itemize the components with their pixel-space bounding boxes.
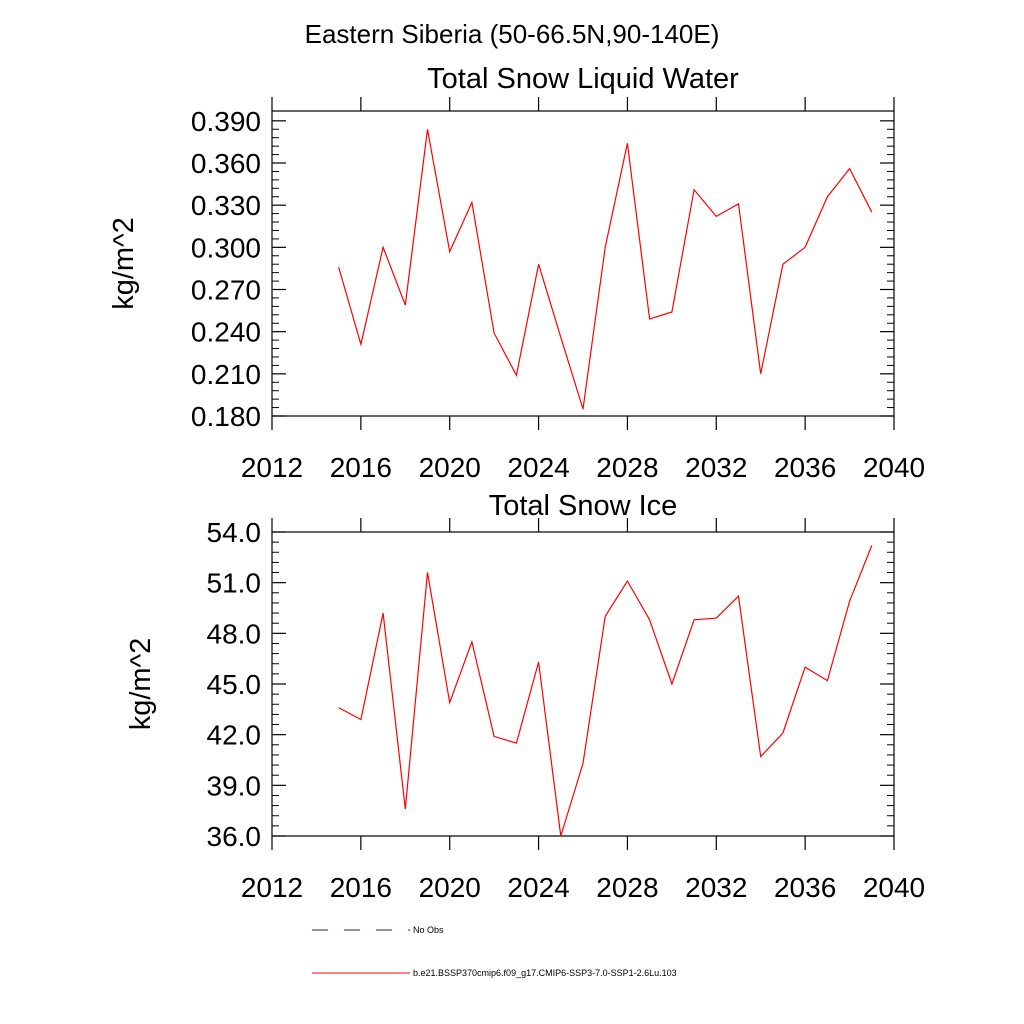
series-line [338,545,873,837]
x-tick-label: 2032 [685,872,747,903]
y-tick-label: 0.390 [191,106,261,137]
legend: No Obs b.e21.BSSP370cmip6.f09_g17.CMIP6-… [312,925,677,978]
y-tick-label: 36.0 [207,821,262,852]
y-tick-label: 45.0 [207,669,262,700]
legend-label-no-obs: No Obs [413,925,444,935]
y-axis-label: kg/m^2 [125,638,157,731]
x-tick-label: 2016 [330,452,392,483]
series-line [338,129,873,410]
x-tick-label: 2024 [507,872,569,903]
y-axis-label: kg/m^2 [108,217,140,310]
x-tick-label: 2024 [507,452,569,483]
x-tick-label: 2012 [241,452,303,483]
chart-title: Total Snow Ice [489,490,678,522]
x-tick-label: 2040 [863,452,925,483]
y-tick-label: 42.0 [207,720,262,751]
y-tick-label: 0.360 [191,148,261,179]
x-tick-label: 2040 [863,872,925,903]
x-tick-label: 2028 [596,872,658,903]
y-tick-label: 54.0 [207,517,262,548]
y-tick-label: 51.0 [207,568,262,599]
y-tick-label: 0.210 [191,359,261,390]
y-tick-label: 0.270 [191,275,261,306]
plot-frame [271,110,895,417]
y-tick-label: 0.330 [191,190,261,221]
x-tick-label: 2036 [774,452,836,483]
x-tick-label: 2020 [419,872,481,903]
y-tick-label: 39.0 [207,770,262,801]
y-tick-label: 0.180 [191,401,261,432]
y-tick-label: 0.300 [191,232,261,263]
legend-label-model: b.e21.BSSP370cmip6.f09_g17.CMIP6-SSP3-7.… [413,968,677,978]
chart-title: Total Snow Liquid Water [427,63,739,95]
x-tick-label: 2020 [419,452,481,483]
figure-title: Eastern Siberia (50-66.5N,90-140E) [305,19,720,49]
x-tick-label: 2028 [596,452,658,483]
y-tick-label: 0.240 [191,317,261,348]
x-tick-label: 2012 [241,872,303,903]
chart-snow-ice: Total Snow Ice 2012 2016 2020 2024 2028 2032 20… [125,490,925,903]
chart-snow-liquid-water: Total Snow Liquid Water 2012 2016 2020 2024 2… [108,63,925,483]
x-tick-label: 2036 [774,872,836,903]
x-tick-label: 2016 [330,872,392,903]
y-tick-label: 48.0 [207,618,262,649]
plot-frame [271,531,895,837]
x-tick-label: 2032 [685,452,747,483]
